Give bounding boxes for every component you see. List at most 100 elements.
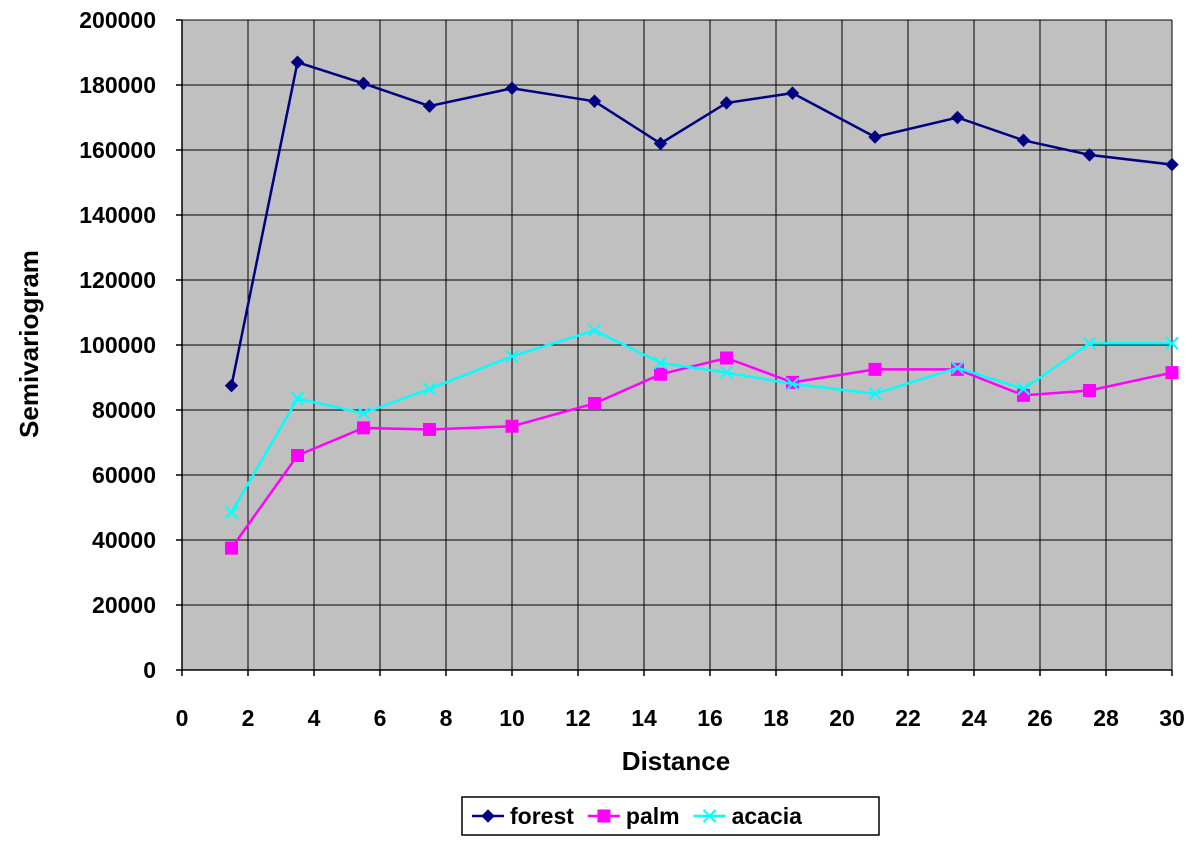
acacia-point-stroke: [505, 349, 519, 364]
acacia-point: [1016, 382, 1031, 396]
y-tick-label: 120000: [79, 267, 156, 293]
acacia-point: [1165, 336, 1179, 351]
acacia-point-stroke: [587, 323, 602, 338]
forest-point: [290, 55, 305, 69]
acacia-point-stroke: [422, 382, 437, 396]
y-tick-label: 20000: [92, 592, 156, 618]
x-tick-label: 26: [1027, 705, 1053, 731]
acacia-point-stroke: [950, 361, 965, 375]
acacia-point-stroke: [1165, 336, 1179, 351]
forest-point: [868, 130, 882, 144]
series-layer: [224, 55, 1179, 555]
legend-item-forest: forest: [472, 803, 574, 829]
y-axis-title: Semivariogram: [14, 250, 44, 438]
x-axis-title: Distance: [622, 746, 730, 776]
forest-point: [653, 136, 668, 151]
x-tick-label: 6: [374, 705, 387, 731]
x-tick-label: 12: [565, 705, 591, 731]
forest-point: [950, 110, 965, 125]
acacia-point-stroke: [785, 377, 800, 391]
acacia-point-stroke: [1082, 336, 1097, 351]
forest-point: [1165, 157, 1179, 172]
legend-label: acacia: [732, 803, 803, 829]
acacia-point: [422, 382, 437, 396]
palm-point: [423, 423, 436, 436]
series-acacia: [224, 323, 1179, 520]
legend-swatch-marker: [481, 809, 495, 823]
palm-point: [225, 541, 238, 555]
palm-line: [230, 356, 1173, 549]
y-tick-label: 100000: [79, 332, 156, 358]
acacia-line: [230, 329, 1172, 514]
plot-area: [181, 19, 1173, 671]
palm-point: [1017, 388, 1030, 402]
palm-point: [654, 367, 667, 381]
x-tick-label: 24: [961, 705, 987, 731]
forest-point: [1082, 148, 1097, 162]
acacia-point: [868, 387, 882, 401]
x-tick-label: 18: [763, 705, 789, 731]
acacia-point: [1082, 336, 1097, 351]
legend-label: palm: [626, 803, 680, 829]
y-tick-label: 140000: [79, 202, 156, 228]
x-tick-label: 8: [440, 705, 453, 731]
forest-line: [230, 60, 1173, 386]
legend-swatch-marker: [702, 809, 717, 823]
palm-point: [1083, 384, 1096, 397]
legend-box: [461, 796, 880, 836]
legend-label: forest: [510, 803, 574, 829]
acacia-point-stroke: [356, 406, 371, 420]
legend-item-acacia: acacia: [693, 803, 803, 829]
x-tick-label: 30: [1159, 705, 1185, 731]
acacia-point-stroke: [653, 356, 668, 370]
acacia-point: [653, 356, 668, 370]
acacia-point: [950, 361, 965, 375]
y-tick-label: 160000: [79, 137, 156, 163]
x-tick-label: 10: [499, 705, 525, 731]
palm-point: [868, 362, 882, 376]
forest-point: [719, 96, 734, 110]
x-tick-label: 0: [176, 705, 189, 731]
acacia-point-stroke: [868, 387, 882, 401]
y-tick-label: 80000: [92, 397, 156, 423]
x-tick-label: 22: [895, 705, 921, 731]
acacia-point: [785, 377, 800, 391]
series-forest: [224, 55, 1179, 393]
legend: forest palm acacia: [461, 796, 880, 836]
forest-point: [356, 76, 371, 91]
acacia-point-stroke: [224, 505, 239, 520]
forest-point: [224, 378, 239, 393]
palm-point: [720, 351, 733, 365]
y-tick-label: 180000: [79, 72, 156, 98]
forest-point: [785, 86, 800, 100]
axes: 0 20000 40000 60000 80000 100000 120000 140000 1…: [79, 7, 1185, 731]
acacia-point: [719, 365, 734, 380]
x-tick-label: 20: [829, 705, 855, 731]
palm-point: [588, 397, 601, 410]
palm-point: [291, 449, 304, 462]
acacia-point: [587, 323, 602, 338]
forest-point: [422, 99, 437, 113]
legend-item-palm: palm: [587, 803, 680, 829]
acacia-point-stroke: [290, 391, 305, 406]
acacia-point: [224, 505, 239, 520]
forest-point: [1016, 133, 1031, 147]
palm-point: [357, 421, 370, 435]
palm-point: [1165, 366, 1179, 380]
x-tick-label: 2: [242, 705, 255, 731]
y-tick-label: 200000: [79, 7, 156, 33]
x-tick-label: 4: [308, 705, 321, 731]
x-tick-label: 14: [631, 705, 657, 731]
forest-point: [587, 94, 602, 108]
palm-point: [505, 419, 519, 433]
y-tick-label: 0: [143, 657, 156, 683]
y-tick-label: 40000: [92, 527, 156, 553]
acacia-point: [356, 406, 371, 420]
legend-swatch-marker: [597, 809, 611, 823]
x-tick-label: 28: [1093, 705, 1119, 731]
acacia-point-stroke: [1016, 382, 1031, 396]
acacia-point-stroke: [719, 365, 734, 380]
x-tick-label: 16: [697, 705, 723, 731]
